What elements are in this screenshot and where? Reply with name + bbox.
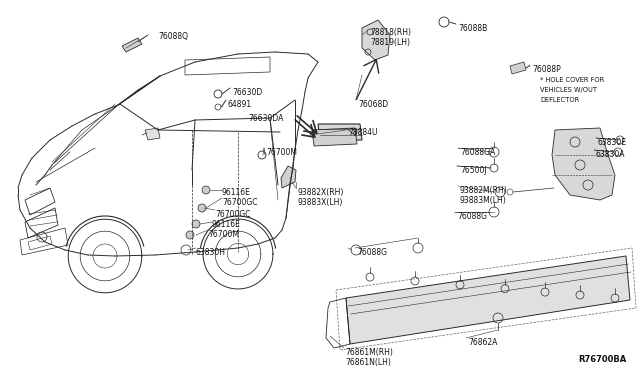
Polygon shape xyxy=(312,128,357,146)
Text: 76088G: 76088G xyxy=(457,212,487,221)
Text: * HOLE COVER FOR: * HOLE COVER FOR xyxy=(540,77,604,83)
Text: 96116E: 96116E xyxy=(222,188,251,197)
Text: 76700M: 76700M xyxy=(208,230,239,239)
Text: 78819(LH): 78819(LH) xyxy=(370,38,410,47)
Polygon shape xyxy=(122,38,142,52)
Circle shape xyxy=(198,204,206,212)
Text: 76630DA: 76630DA xyxy=(248,114,284,123)
Text: R76700BA: R76700BA xyxy=(578,355,627,364)
Text: 78818(RH): 78818(RH) xyxy=(370,28,411,37)
Polygon shape xyxy=(281,166,296,188)
Text: 76861M(RH): 76861M(RH) xyxy=(345,348,393,357)
Text: 76500J: 76500J xyxy=(460,166,486,175)
Circle shape xyxy=(333,130,337,134)
Text: 96116E: 96116E xyxy=(212,220,241,229)
Text: 76088G: 76088G xyxy=(357,248,387,257)
Text: 76088P: 76088P xyxy=(532,65,561,74)
Circle shape xyxy=(186,231,194,239)
Polygon shape xyxy=(552,128,615,200)
Text: 76700GC: 76700GC xyxy=(222,198,257,207)
Text: 78884U: 78884U xyxy=(348,128,378,137)
Text: 93882M(RH): 93882M(RH) xyxy=(460,186,508,195)
Polygon shape xyxy=(510,62,526,74)
Text: 76630D: 76630D xyxy=(232,88,262,97)
Text: 93883M(LH): 93883M(LH) xyxy=(460,196,507,205)
Circle shape xyxy=(202,186,210,194)
Polygon shape xyxy=(318,124,362,140)
Text: 93882X(RH): 93882X(RH) xyxy=(298,188,344,197)
Text: 63830A: 63830A xyxy=(596,150,625,159)
Circle shape xyxy=(323,130,327,134)
Polygon shape xyxy=(362,20,390,60)
Circle shape xyxy=(353,130,357,134)
Text: 93883X(LH): 93883X(LH) xyxy=(298,198,344,207)
Text: 76700GC: 76700GC xyxy=(215,210,250,219)
Text: 76088B: 76088B xyxy=(458,24,487,33)
Circle shape xyxy=(343,130,347,134)
Text: 76088GA: 76088GA xyxy=(460,148,495,157)
Polygon shape xyxy=(145,128,160,140)
Text: 76862A: 76862A xyxy=(468,338,497,347)
Text: 76700M: 76700M xyxy=(266,148,297,157)
Text: 64891: 64891 xyxy=(228,100,252,109)
Polygon shape xyxy=(346,256,630,344)
Text: 63830E: 63830E xyxy=(598,138,627,147)
Text: 76861N(LH): 76861N(LH) xyxy=(345,358,391,367)
Text: DEFLECTOR: DEFLECTOR xyxy=(540,97,579,103)
Circle shape xyxy=(192,220,200,228)
Text: VEHICLES W/OUT: VEHICLES W/OUT xyxy=(540,87,597,93)
Text: 63830H: 63830H xyxy=(196,248,226,257)
Text: 76068D: 76068D xyxy=(358,100,388,109)
Text: 76088Q: 76088Q xyxy=(158,32,188,41)
